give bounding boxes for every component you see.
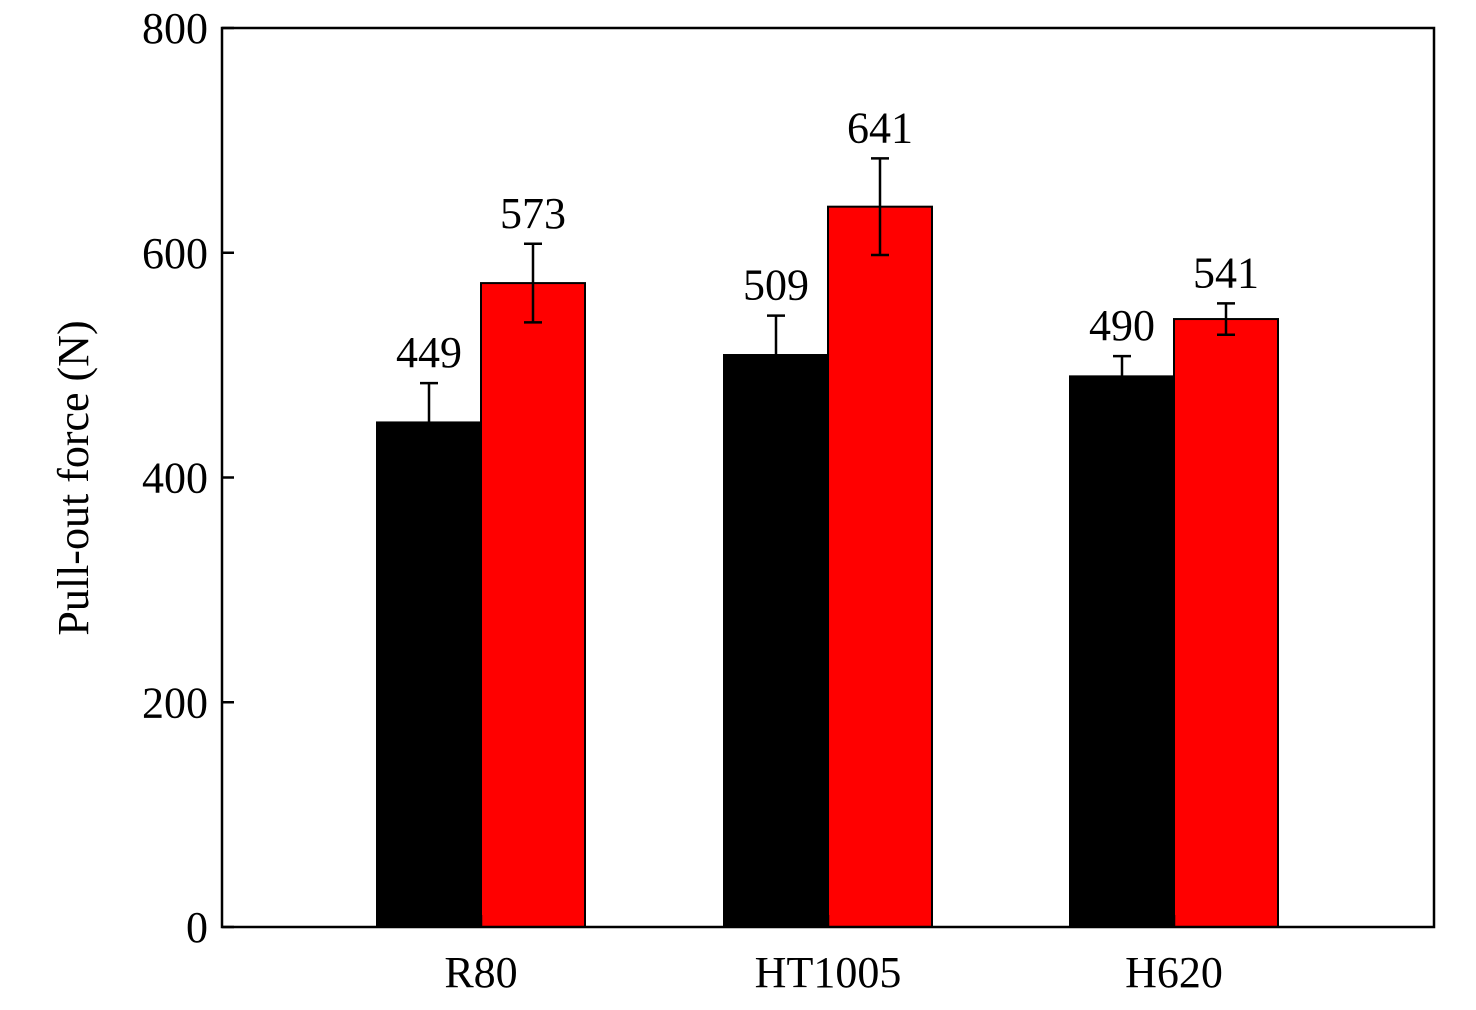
y-tick-label: 800 <box>142 4 208 53</box>
data-label: 573 <box>500 189 566 238</box>
data-label: 641 <box>847 103 913 152</box>
x-tick-label: H620 <box>1125 948 1223 997</box>
x-tick-label: R80 <box>444 948 517 997</box>
y-tick-label: 0 <box>186 903 208 952</box>
bars-layer <box>376 205 1279 929</box>
y-axis-title: Pull-out force (N) <box>49 320 98 635</box>
bar <box>723 354 829 929</box>
bar <box>827 205 933 928</box>
data-label: 449 <box>396 328 462 377</box>
data-label: 509 <box>743 261 809 310</box>
bar <box>480 282 586 928</box>
x-axis: R80 HT1005 H620 <box>444 915 1223 997</box>
data-label: 541 <box>1193 248 1259 297</box>
y-axis: 0 200 400 600 800 <box>142 4 234 952</box>
y-tick-label: 400 <box>142 454 208 503</box>
bar <box>1069 375 1175 928</box>
y-tick-label: 600 <box>142 229 208 278</box>
x-tick-label: HT1005 <box>755 948 902 997</box>
y-tick-label: 200 <box>142 678 208 727</box>
bar <box>376 421 482 928</box>
data-labels-layer: 449 573 509 641 490 541 <box>396 103 1259 377</box>
data-label: 490 <box>1089 301 1155 350</box>
error-bars-layer <box>420 157 1235 464</box>
bar <box>1173 318 1279 928</box>
